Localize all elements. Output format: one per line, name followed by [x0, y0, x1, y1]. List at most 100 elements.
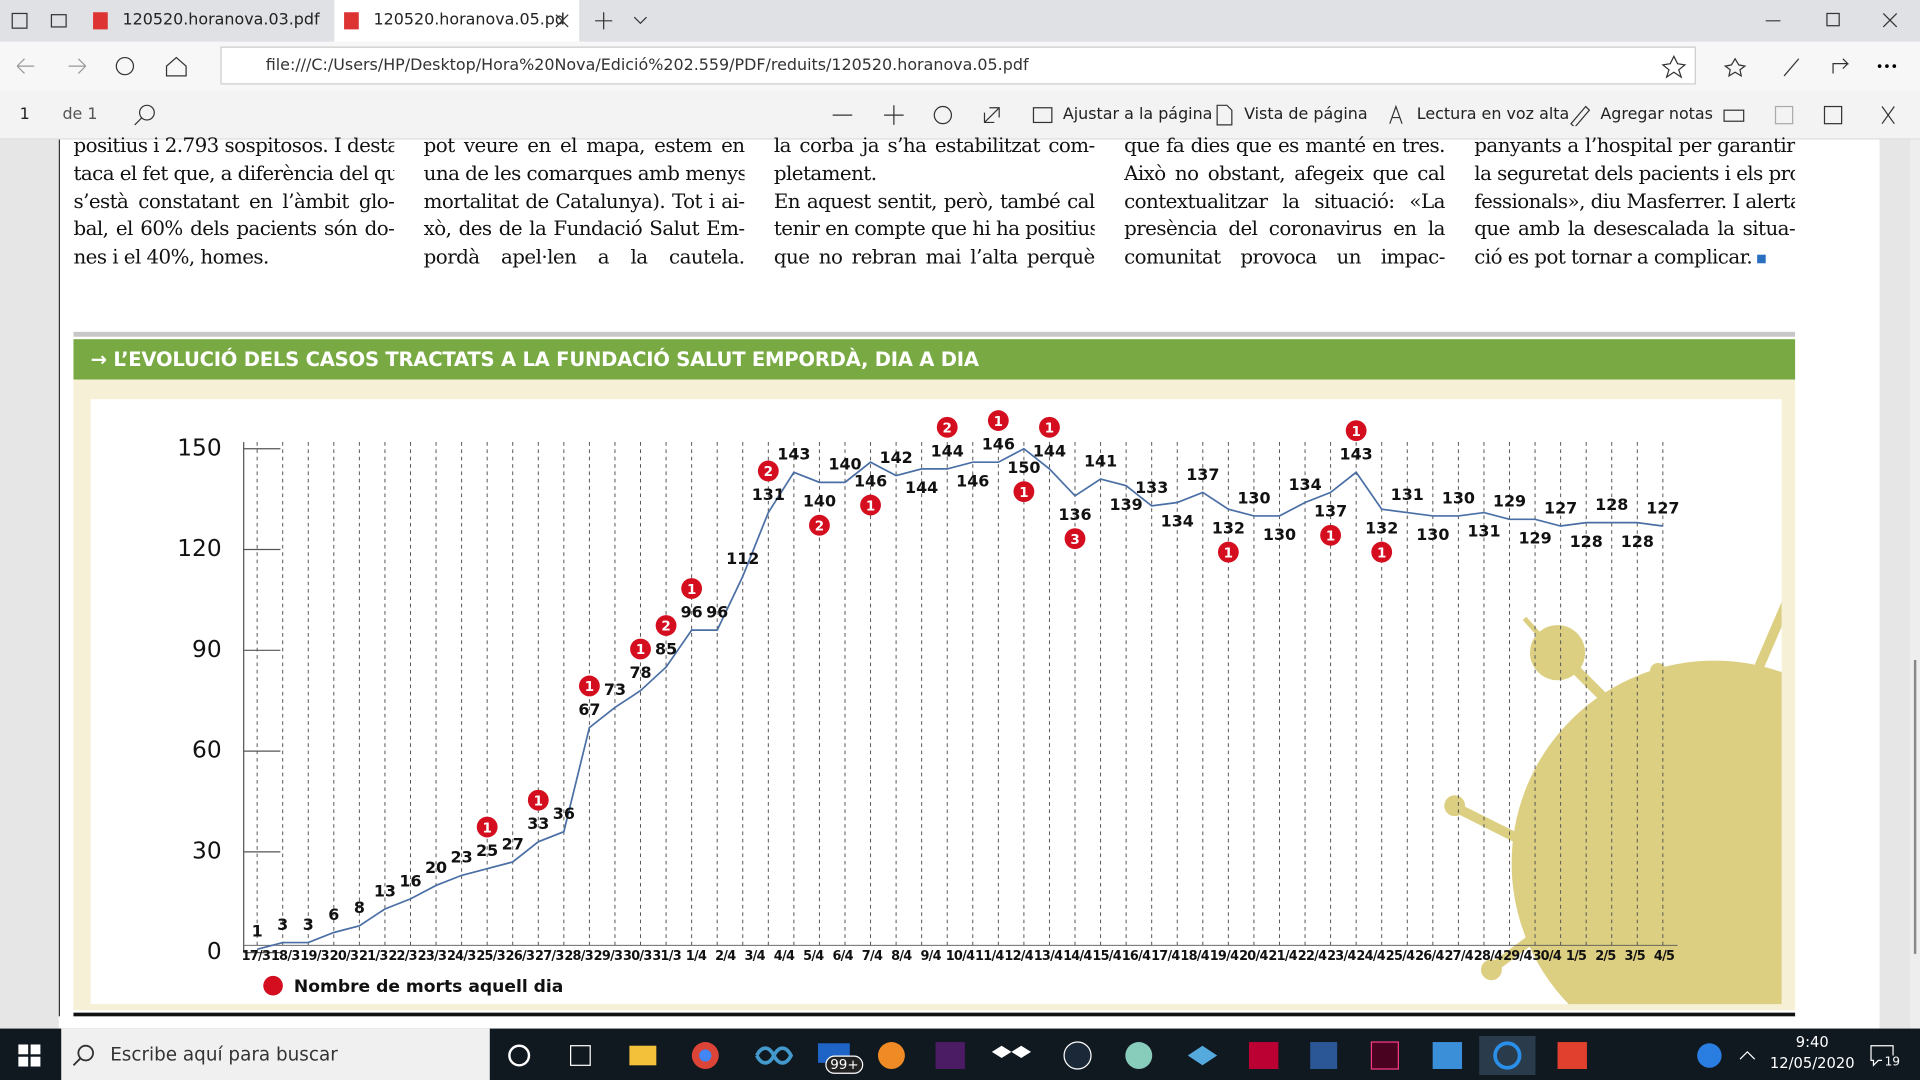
- data-label: 112: [726, 549, 759, 568]
- text-line: pletament.: [773, 161, 877, 185]
- tab-controls[interactable]: [551, 10, 661, 32]
- x-tick-label: 3/5: [1625, 949, 1646, 964]
- x-tick-label: 2/5: [1595, 949, 1616, 964]
- x-tick-label: 18/3: [271, 949, 300, 964]
- data-label: 132: [1212, 518, 1245, 537]
- data-label: 133: [1135, 478, 1168, 497]
- search-box[interactable]: Escribe aquí para buscar: [61, 1028, 490, 1080]
- search-icon[interactable]: [132, 103, 156, 127]
- data-label: 1: [252, 922, 263, 941]
- tray-icons[interactable]: [1696, 1042, 1769, 1069]
- data-label: 141: [1084, 451, 1117, 470]
- url-field[interactable]: file:///C:/Users/HP/Desktop/Hora%20Nova/…: [220, 46, 1696, 85]
- data-label: 73: [604, 680, 626, 699]
- start-button[interactable]: [17, 1043, 41, 1067]
- x-tick-label: 15/4: [1092, 949, 1121, 964]
- window-controls[interactable]: [1763, 10, 1910, 32]
- x-tick-label: 31/3: [652, 949, 681, 964]
- x-tick-label: 26/3: [506, 949, 535, 964]
- notification-icon[interactable]: [1869, 1043, 1896, 1067]
- x-tick-label: 17/4: [1151, 949, 1180, 964]
- data-label: 146: [982, 435, 1015, 454]
- death-label: 2: [764, 465, 773, 480]
- text-line: presència del coronavirus en la: [1124, 217, 1445, 241]
- page-view-button[interactable]: Vista de página: [1244, 105, 1368, 124]
- tab[interactable]: 120520.horanova.05.pd: [334, 0, 580, 42]
- death-label: 1: [1351, 425, 1360, 440]
- taskbar-apps[interactable]: [502, 1035, 1604, 1076]
- death-label: 3: [1070, 533, 1079, 548]
- data-label: 132: [1365, 518, 1398, 537]
- virus-illustration: [1444, 601, 1782, 1005]
- data-label: 130: [1416, 525, 1449, 544]
- data-label: 3: [303, 915, 314, 934]
- data-label: 96: [681, 603, 703, 622]
- taskbar: Escribe aquí para buscar 99+ 9:40 12/05/2…: [0, 1028, 1920, 1080]
- text-line: la corba ja s’ha estabilitzat com-: [773, 133, 1095, 157]
- data-label: 136: [1058, 505, 1091, 524]
- zoom-tools[interactable]: [830, 103, 1026, 127]
- date: 12/05/2020: [1769, 1054, 1855, 1072]
- text-line: s’està constatant en l’àmbit glo-: [73, 189, 395, 213]
- text-line: taca el fet que, a diferència del que: [73, 161, 395, 185]
- x-tick-label: 30/4: [1532, 949, 1561, 964]
- data-label: 134: [1161, 512, 1194, 531]
- tab-title: 120520.horanova.03.pdf: [122, 11, 320, 30]
- page-view-icon: [1216, 104, 1233, 126]
- death-label: 1: [585, 680, 594, 695]
- read-aloud-button[interactable]: Lectura en voz alta: [1416, 105, 1570, 124]
- death-label: 1: [636, 643, 645, 658]
- text-line: fessionals», diu Masferrer. I alerta: [1474, 189, 1796, 213]
- x-tick-label: 28/4: [1474, 949, 1503, 964]
- text-line: una de les comarques amb menys: [423, 161, 745, 185]
- text-line: pordà apel·len a la cautela.: [423, 245, 745, 269]
- x-tick-label: 1/4: [686, 949, 707, 964]
- data-label: 146: [956, 471, 989, 490]
- time: 9:40: [1795, 1033, 1829, 1051]
- death-marker: [1064, 528, 1086, 550]
- x-tick-label: 26/4: [1415, 949, 1444, 964]
- browser-actions[interactable]: [1659, 54, 1904, 79]
- tab-bar: 120520.horanova.03.pdf 120520.horanova.0…: [0, 0, 1920, 42]
- x-tick-label: 25/4: [1386, 949, 1415, 964]
- data-label: 139: [1110, 495, 1143, 514]
- legend-label: Nombre de morts aquell dia: [294, 977, 563, 997]
- death-label: 1: [482, 821, 491, 836]
- page-border: [58, 139, 61, 1017]
- data-label: 131: [1391, 485, 1424, 504]
- x-tick-label: 6/4: [832, 949, 853, 964]
- data-label: 23: [451, 848, 473, 867]
- notes-button[interactable]: Agregar notas: [1600, 105, 1713, 124]
- data-label: 137: [1314, 502, 1347, 521]
- data-label: 128: [1595, 495, 1628, 514]
- data-label: 131: [1467, 522, 1500, 541]
- x-tick-label: 2/4: [715, 949, 736, 964]
- data-label: 144: [905, 478, 938, 497]
- x-tick-label: 23/4: [1327, 949, 1356, 964]
- fit-page-button[interactable]: Ajustar a la página: [1062, 105, 1213, 124]
- file-tools[interactable]: [1720, 103, 1904, 127]
- data-label: 85: [655, 639, 677, 658]
- death-marker: [860, 494, 881, 516]
- x-tick-label: 14/4: [1063, 949, 1092, 964]
- page-count: de 1: [62, 105, 98, 124]
- x-tick-label: 28/3: [564, 949, 593, 964]
- death-label: 1: [1224, 546, 1233, 561]
- death-marker: [1039, 416, 1060, 438]
- page-number[interactable]: 1: [19, 105, 30, 124]
- data-label: 16: [399, 871, 421, 890]
- tab[interactable]: 120520.horanova.03.pdf: [83, 0, 334, 42]
- data-label: 128: [1570, 532, 1603, 551]
- text-line: que no rebran mai l’alta perquè: [773, 245, 1095, 269]
- death-marker: [630, 638, 651, 660]
- address-bar: file:///C:/Users/HP/Desktop/Hora%20Nova/…: [0, 41, 1920, 91]
- scrollbar[interactable]: [1910, 139, 1920, 1029]
- death-marker: [578, 675, 600, 697]
- text-column: pot veure en el mapa, estem en una de les…: [424, 132, 745, 272]
- data-label: 130: [1263, 525, 1296, 544]
- nav-buttons[interactable]: [12, 54, 196, 78]
- death-label: 1: [687, 583, 696, 598]
- clock[interactable]: 9:40 12/05/2020: [1763, 1033, 1861, 1071]
- text-line: bal, el 60% dels pacients són do-: [73, 217, 395, 241]
